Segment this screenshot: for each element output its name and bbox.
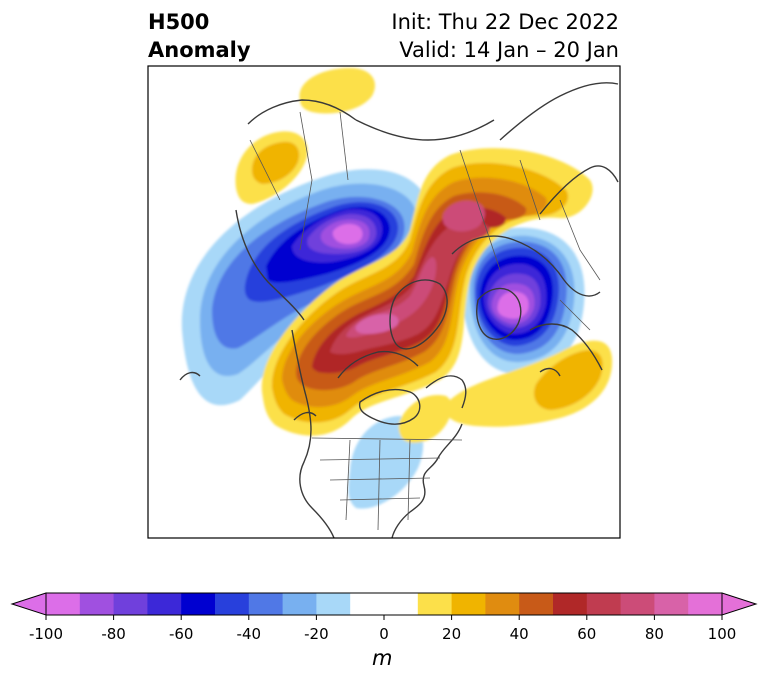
- colorbar-unit-label: m: [372, 646, 393, 670]
- map-dates: Init: Thu 22 Dec 2022 Valid: 14 Jan – 20…: [391, 8, 619, 64]
- colorbar-bin: [553, 593, 588, 615]
- colorbar-tick-label: 40: [510, 625, 529, 643]
- ridge-north-atlantic: [445, 340, 613, 427]
- colorbar-bin: [417, 593, 453, 615]
- colorbar-tick-label: -100: [29, 625, 63, 643]
- ridge-arctic-extension: [398, 395, 452, 443]
- colorbar-bin: [384, 593, 419, 615]
- political-borders: [249, 111, 601, 531]
- colorbar-bin: [248, 593, 284, 615]
- colorbar-bin: [79, 593, 115, 615]
- colorbar-tick-label: 60: [577, 625, 596, 643]
- colorbar-bin: [316, 593, 351, 615]
- colorbar-tick-label: -60: [169, 625, 194, 643]
- colorbar-bin: [350, 593, 385, 615]
- colorbar-tick-label: 0: [379, 625, 389, 643]
- colorbar-tick-label: 80: [645, 625, 664, 643]
- trough-scandinavia: [461, 227, 585, 375]
- colorbar-extend-low: [10, 592, 47, 616]
- valid-range: Valid: 14 Jan – 20 Jan: [399, 38, 619, 62]
- colorbar-bin: [113, 593, 148, 615]
- colorbar-bin: [282, 593, 317, 615]
- trough-alaska: [181, 169, 430, 406]
- title-variable: H500: [148, 10, 210, 34]
- map-frame: [147, 65, 621, 539]
- colorbar-bin: [46, 593, 81, 615]
- colorbar-tick-label: 20: [442, 625, 461, 643]
- colorbar-tick-label: -40: [237, 625, 262, 643]
- colorbar-bin: [586, 593, 622, 615]
- contour-layer: [148, 66, 620, 538]
- colorbar-bin: [654, 593, 689, 615]
- colorbar-bin: [485, 593, 520, 615]
- init-date: Init: Thu 22 Dec 2022: [391, 10, 619, 34]
- ridge-arctic-greenland: [261, 148, 593, 436]
- colorbar-extend-high: [721, 592, 758, 616]
- title-field: Anomaly: [148, 38, 251, 62]
- map-title: H500 Anomaly: [148, 8, 251, 64]
- colorbar-tick-label: -20: [304, 625, 329, 643]
- colorbar-bin: [688, 593, 723, 615]
- colorbar-bin: [451, 593, 486, 615]
- colorbar-tick-label: -80: [101, 625, 126, 643]
- colorbar-bin: [215, 593, 250, 615]
- colorbar-bin: [181, 593, 216, 615]
- colorbar-bin: [147, 593, 182, 615]
- colorbar-tick-label: 100: [708, 625, 737, 643]
- colorbar-bin: [620, 593, 655, 615]
- colorbar-bin: [519, 593, 554, 615]
- coastlines: [179, 82, 619, 538]
